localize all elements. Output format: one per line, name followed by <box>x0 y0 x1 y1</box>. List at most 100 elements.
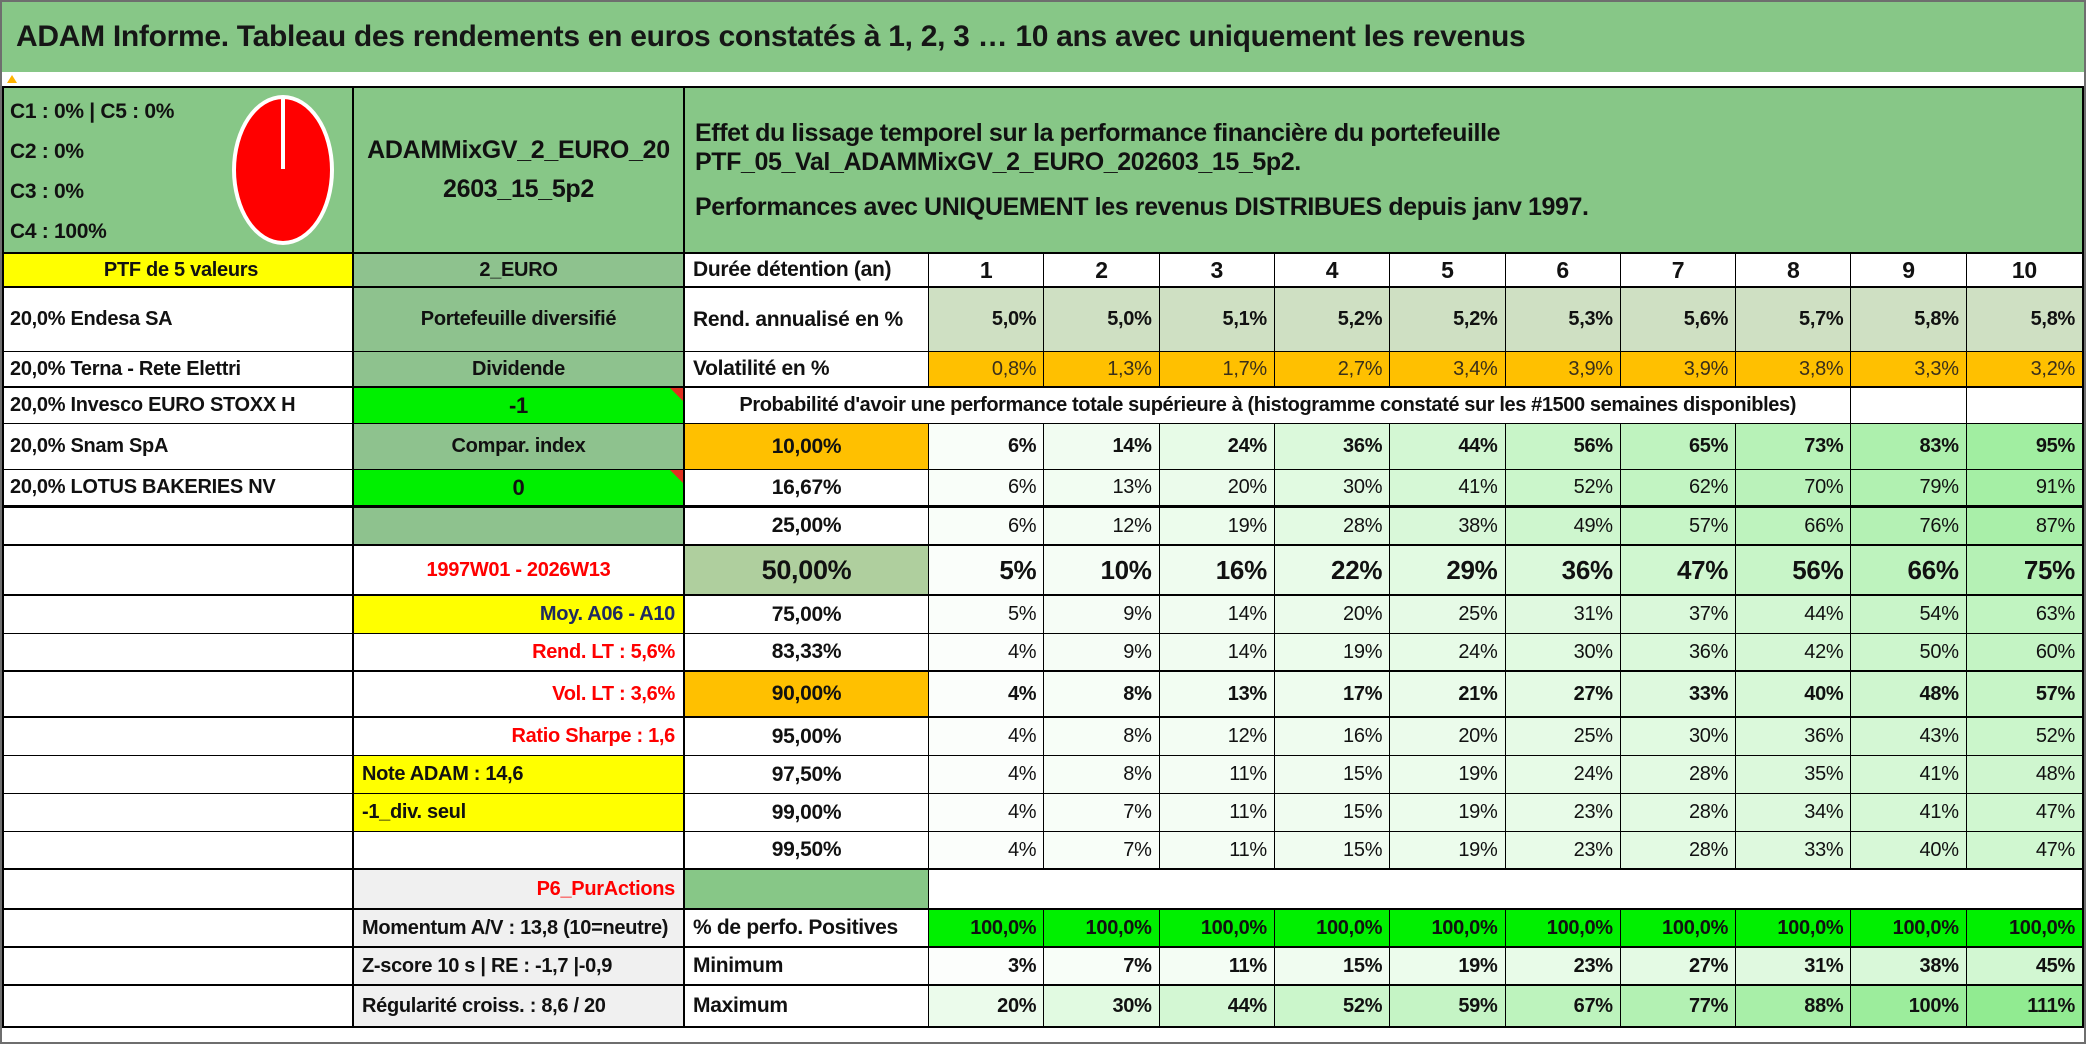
value-cell[interactable]: 7% <box>1044 948 1160 984</box>
value-cell[interactable]: 15% <box>1274 794 1391 831</box>
cell-b[interactable]: 0 <box>354 470 685 505</box>
value-cell[interactable]: 47% <box>1966 832 2082 868</box>
value-cell[interactable]: 57% <box>1966 672 2082 716</box>
cell-c[interactable]: Minimum <box>685 948 929 984</box>
value-cell[interactable]: 15% <box>1274 756 1391 793</box>
value-cell[interactable]: 36% <box>1505 546 1621 594</box>
cell-c[interactable]: 50,00% <box>685 546 929 594</box>
value-cell[interactable]: 25% <box>1390 596 1506 633</box>
value-cell[interactable]: 12% <box>1044 508 1160 544</box>
cell-a[interactable] <box>4 634 354 670</box>
cell-c[interactable]: % de perfo. Positives <box>685 910 929 946</box>
value-cell[interactable]: 5% <box>929 596 1045 633</box>
cell-empty[interactable] <box>1966 388 2082 423</box>
value-cell[interactable]: 44% <box>1159 986 1275 1026</box>
value-cell[interactable]: 44% <box>1390 424 1506 469</box>
cell-c[interactable]: 99,00% <box>685 794 929 831</box>
value-cell[interactable]: 67% <box>1505 986 1621 1026</box>
value-cell[interactable]: 5,7% <box>1736 288 1852 351</box>
value-cell[interactable]: 6% <box>929 508 1045 544</box>
value-cell[interactable]: 5,1% <box>1159 288 1275 351</box>
value-cell[interactable]: 7 <box>1620 254 1737 286</box>
value-cell[interactable]: 35% <box>1736 756 1852 793</box>
cell-a[interactable]: 20,0% Terna - Rete Elettri <box>4 352 354 386</box>
value-cell[interactable]: 25% <box>1505 718 1621 755</box>
value-cell[interactable]: 33% <box>1620 672 1737 716</box>
value-cell[interactable]: 4% <box>929 832 1045 868</box>
value-cell[interactable]: 19% <box>1390 832 1506 868</box>
portfolio-id-cell[interactable]: ADAMMixGV_2_EURO_202603_15_5p2 <box>354 88 685 252</box>
value-cell[interactable]: 83% <box>1851 424 1967 469</box>
value-cell[interactable]: 100,0% <box>1044 910 1160 946</box>
value-cell[interactable]: 57% <box>1620 508 1737 544</box>
value-cell[interactable]: 36% <box>1620 634 1737 670</box>
cell-c[interactable]: 99,50% <box>685 832 929 868</box>
cell-b[interactable]: Régularité croiss. : 8,6 / 20 <box>354 986 685 1026</box>
cell-a[interactable]: 20,0% Invesco EURO STOXX H <box>4 388 354 423</box>
value-cell[interactable]: 100,0% <box>1966 910 2082 946</box>
cell-empty[interactable] <box>1851 388 1967 423</box>
value-cell[interactable]: 87% <box>1966 508 2082 544</box>
value-cell[interactable]: 33% <box>1736 832 1852 868</box>
value-cell[interactable]: 7% <box>1044 794 1160 831</box>
value-cell[interactable]: 91% <box>1966 470 2082 505</box>
value-cell[interactable]: 12% <box>1159 718 1275 755</box>
cell-a[interactable] <box>4 832 354 868</box>
value-cell[interactable]: 9% <box>1044 634 1160 670</box>
value-cell[interactable]: 6 <box>1505 254 1621 286</box>
value-cell[interactable]: 1 <box>929 254 1045 286</box>
value-cell[interactable]: 95% <box>1966 424 2082 469</box>
cell-a[interactable] <box>4 910 354 946</box>
value-cell[interactable]: 100,0% <box>1851 910 1967 946</box>
cell-b[interactable]: Rend. LT : 5,6% <box>354 634 685 670</box>
cell-b[interactable]: Note ADAM : 14,6 <box>354 756 685 793</box>
value-cell[interactable]: 100,0% <box>1390 910 1506 946</box>
cell-b[interactable]: Ratio Sharpe : 1,6 <box>354 718 685 755</box>
cell-b[interactable]: -1 <box>354 388 685 423</box>
cell-b[interactable]: Z-score 10 s | RE : -1,7 |-0,9 <box>354 948 685 984</box>
value-cell[interactable]: 5,3% <box>1505 288 1621 351</box>
value-cell[interactable]: 38% <box>1390 508 1506 544</box>
cell-a[interactable] <box>4 672 354 716</box>
value-cell[interactable]: 20% <box>1390 718 1506 755</box>
allocation-cell[interactable]: C1 : 0% | C5 : 0% C2 : 0% C3 : 0% C4 : 100% <box>4 88 354 252</box>
value-cell[interactable]: 36% <box>1274 424 1391 469</box>
value-cell[interactable]: 5,0% <box>1044 288 1160 351</box>
value-cell[interactable]: 40% <box>1851 832 1967 868</box>
cell-a[interactable] <box>4 718 354 755</box>
value-cell[interactable]: 31% <box>1736 948 1852 984</box>
value-cell[interactable]: 3,3% <box>1851 352 1967 386</box>
value-cell[interactable]: 14% <box>1159 634 1275 670</box>
cell-b[interactable]: Dividende <box>354 352 685 386</box>
value-cell[interactable]: 42% <box>1736 634 1852 670</box>
cell-b[interactable]: 2_EURO <box>354 254 685 286</box>
cell-c[interactable]: 95,00% <box>685 718 929 755</box>
cell-a[interactable] <box>4 870 354 908</box>
cell-c[interactable]: Durée détention (an) <box>685 254 929 286</box>
value-cell[interactable]: 44% <box>1736 596 1852 633</box>
cell-c[interactable]: 10,00% <box>685 424 929 469</box>
value-cell[interactable]: 8% <box>1044 718 1160 755</box>
cell-a[interactable] <box>4 794 354 831</box>
value-cell[interactable]: 100,0% <box>1159 910 1275 946</box>
value-cell[interactable]: 73% <box>1736 424 1852 469</box>
cell-c[interactable] <box>685 870 929 908</box>
value-cell[interactable]: 19% <box>1390 948 1506 984</box>
value-cell[interactable]: 48% <box>1966 756 2082 793</box>
value-cell[interactable]: 5,8% <box>1851 288 1967 351</box>
value-cell[interactable]: 100% <box>1851 986 1967 1026</box>
value-cell[interactable]: 17% <box>1274 672 1391 716</box>
cell-c[interactable]: Rend. annualisé en % <box>685 288 929 351</box>
value-cell[interactable]: 3% <box>929 948 1045 984</box>
value-cell[interactable]: 2,7% <box>1274 352 1391 386</box>
value-cell[interactable]: 19% <box>1274 634 1391 670</box>
value-cell[interactable]: 19% <box>1390 794 1506 831</box>
value-cell[interactable]: 8% <box>1044 756 1160 793</box>
value-cell[interactable]: 41% <box>1851 756 1967 793</box>
value-cell[interactable]: 6% <box>929 424 1045 469</box>
value-cell[interactable]: 6% <box>929 470 1045 505</box>
value-cell[interactable]: 49% <box>1505 508 1621 544</box>
value-cell[interactable]: 62% <box>1620 470 1737 505</box>
value-cell[interactable]: 13% <box>1159 672 1275 716</box>
description-cell[interactable]: Effet du lissage temporel sur la perform… <box>685 88 2082 252</box>
